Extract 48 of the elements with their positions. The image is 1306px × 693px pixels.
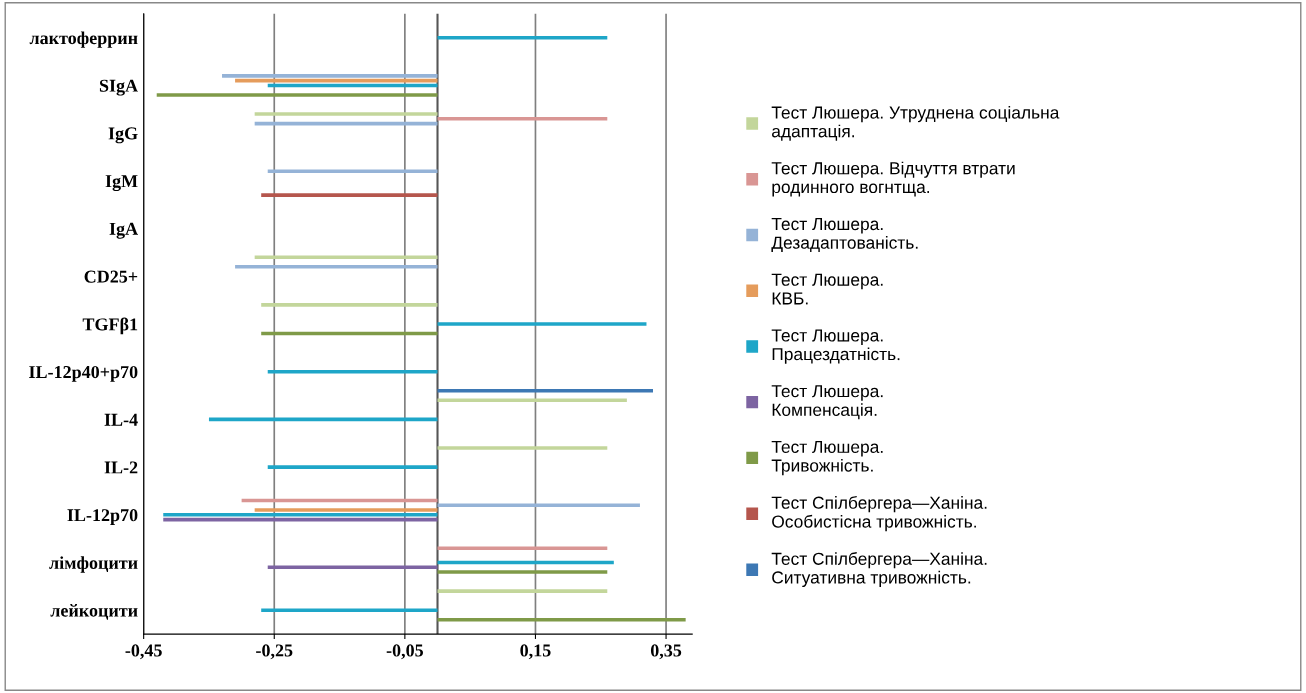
x-tick-label: 0,15 — [520, 644, 551, 660]
legend-label: Тест Люшера. Дезадаптованість. — [771, 218, 918, 253]
legend-label: Тест Люшера. Тривожність. — [771, 440, 883, 476]
legend-label: Тест Люшера. Відчуття втрати родинного вогнтща. — [771, 161, 1015, 197]
bar — [222, 74, 438, 78]
y-tick-label: IL-4 — [104, 413, 138, 426]
bar — [261, 608, 438, 613]
bar — [437, 589, 608, 593]
y-tick-label: IgA — [109, 222, 138, 239]
bar — [437, 617, 686, 622]
y-tick-label: лейкоцити — [50, 604, 138, 620]
x-tick-label: 0,35 — [650, 644, 682, 660]
legend-label: Тест Люшера. Працездатність. — [771, 329, 900, 364]
bar — [437, 35, 608, 40]
y-tick-label: IL-2 — [104, 461, 138, 474]
legend-label: Тест Люшера. Компенсація. — [771, 385, 883, 420]
x-tick-label: -0,45 — [125, 644, 162, 660]
x-tick-label: -0,25 — [256, 644, 293, 660]
y-tick-label: IL-12p40+p70 — [29, 365, 138, 382]
y-tick-label: лактоферрин — [29, 31, 138, 48]
y-tick-label: IgG — [108, 127, 138, 144]
bar — [437, 570, 608, 574]
bar — [267, 465, 438, 469]
bar — [437, 322, 647, 326]
legend-label: Тест Спілбергера—Ханіна. Особистісна тривожність. — [771, 495, 987, 532]
bar — [437, 117, 608, 121]
x-tick-label: -0,05 — [386, 644, 424, 660]
bar — [437, 503, 640, 508]
y-tick-label: CD25+ — [84, 270, 138, 283]
y-tick-label: TGFβ1 — [82, 317, 138, 335]
bar — [437, 388, 653, 393]
y-tick-label: IL-12p70 — [67, 509, 138, 525]
legend-label: Тест Спілбергера—Ханіна. Ситуативна тривожність. — [771, 552, 987, 588]
y-tick-label: SIgA — [99, 79, 138, 96]
bar — [235, 264, 438, 269]
legend-label: Тест Люшера. Утруднена соціальна адаптація. — [771, 105, 1060, 141]
bar — [254, 255, 438, 259]
bar — [261, 303, 438, 307]
y-tick-label: IgM — [105, 175, 138, 192]
y-tick-label: лімфоцити — [49, 556, 138, 573]
bar — [156, 93, 438, 97]
bar — [254, 112, 438, 116]
bar — [254, 508, 438, 512]
bar — [437, 546, 608, 551]
bar — [261, 193, 438, 197]
legend-label: Тест Люшера. КВБ. — [771, 273, 883, 305]
bar — [163, 513, 438, 517]
bar — [437, 446, 608, 450]
